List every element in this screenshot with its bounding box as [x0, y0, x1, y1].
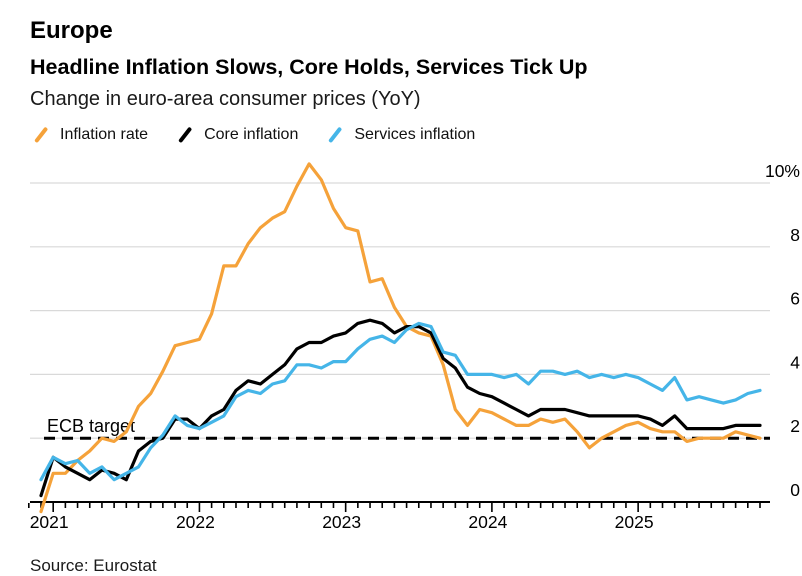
legend-item-inflation-rate: Inflation rate — [32, 126, 148, 144]
y-tick-label: 4 — [790, 352, 800, 372]
x-year-label: 2022 — [176, 512, 215, 532]
x-year-label: 2024 — [468, 512, 507, 532]
x-year-label: 2021 — [30, 512, 69, 532]
ecb-target-label: ECB target — [47, 416, 135, 436]
region-label: Europe — [30, 17, 113, 44]
series-line-services-inflation — [39, 321, 762, 482]
legend-label: Core inflation — [204, 126, 299, 143]
x-year-label: 2025 — [615, 512, 654, 532]
legend-item-services-inflation: Services inflation — [326, 126, 475, 144]
y-tick-label: 8 — [790, 225, 800, 245]
y-tick-label: 6 — [790, 289, 800, 309]
x-year-label: 2023 — [322, 512, 361, 532]
legend-label: Inflation rate — [60, 126, 149, 143]
y-tick-label: 2 — [790, 416, 800, 436]
source-note: Source: Eurostat — [30, 556, 157, 575]
chart-legend: Inflation rate Core inflation Services inf… — [32, 126, 475, 144]
legend-label: Services inflation — [354, 126, 476, 143]
y-tick-label: 10% — [765, 161, 800, 181]
y-tick-label: 0 — [790, 480, 800, 500]
series-line-inflation-rate — [39, 162, 762, 514]
chart-title: Headline Inflation Slows, Core Holds, Se… — [30, 55, 588, 79]
series-line-core-inflation — [39, 318, 762, 498]
legend-item-core-inflation: Core inflation — [176, 126, 298, 144]
chart-subtitle: Change in euro-area consumer prices (YoY… — [30, 88, 421, 110]
